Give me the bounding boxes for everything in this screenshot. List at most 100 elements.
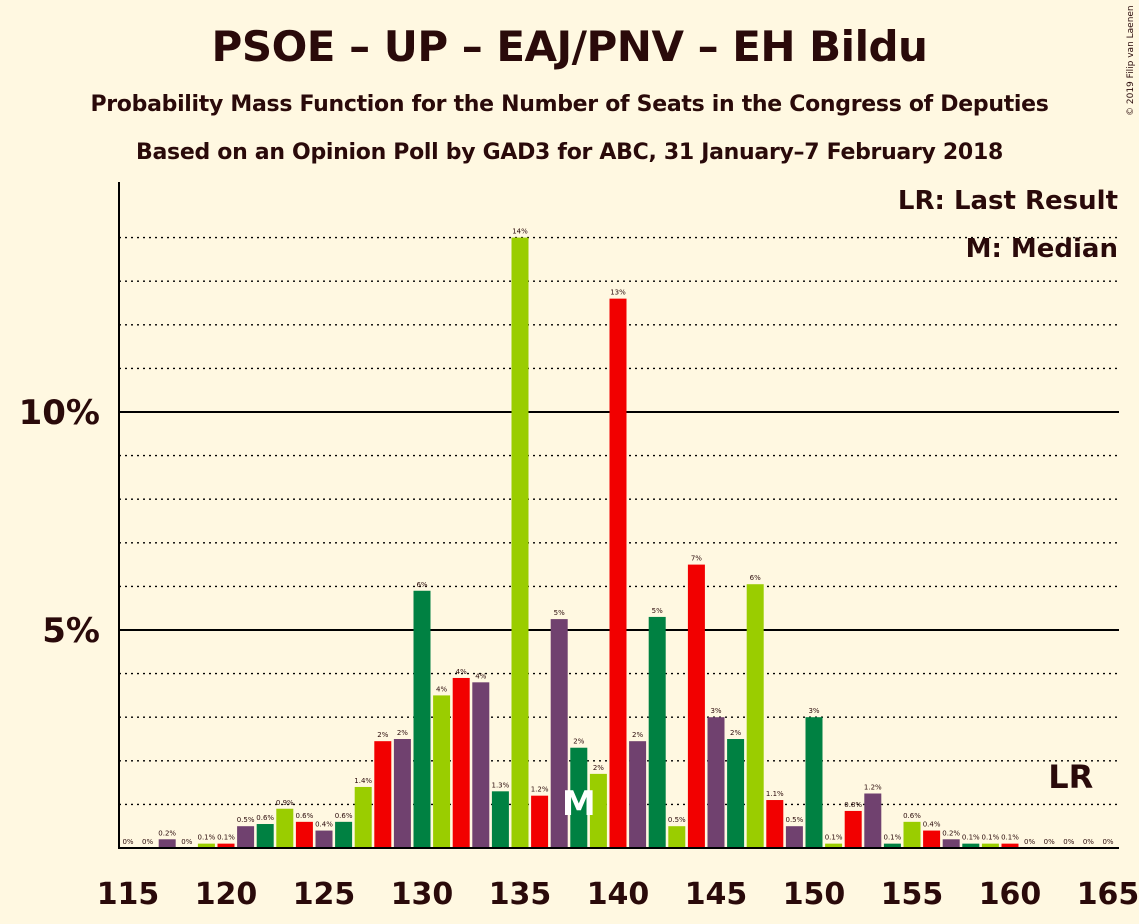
x-tick-label-160: 160	[979, 877, 1042, 912]
bar-label-seat-165: 0%	[1102, 838, 1113, 846]
median-marker: M	[562, 784, 596, 824]
bar-label-seat-147: 6%	[750, 574, 761, 582]
x-tick-label-130: 130	[391, 877, 454, 912]
bar-label-seat-120: 0.1%	[217, 834, 235, 842]
x-tick-label-115: 115	[97, 877, 160, 912]
bar-label-seat-127: 1.4%	[354, 777, 372, 785]
bar-label-seat-131: 4%	[436, 685, 447, 693]
y-tick-labels: 5% 10%	[19, 393, 100, 651]
bar-seat-127	[354, 786, 372, 848]
chart-title: PSOE – UP – EAJ/PNV – EH Bildu	[211, 22, 928, 71]
axes	[118, 182, 1119, 849]
bar-seat-124	[295, 821, 313, 848]
x-tick-label-120: 120	[195, 877, 258, 912]
bar-label-seat-139: 2%	[593, 764, 604, 772]
bar-label-seat-116: 0%	[142, 838, 153, 846]
bar-seat-144	[687, 564, 705, 848]
bar-label-seat-152: 0.8%	[844, 801, 862, 809]
bar-label-seat-135: 14%	[512, 228, 528, 236]
bar-label-seat-141: 2%	[632, 731, 643, 739]
bar-label-seat-119: 0.1%	[198, 834, 216, 842]
bar-label-seat-129: 2%	[397, 729, 408, 737]
last-result-marker: LR	[1048, 758, 1093, 796]
bar-seat-160	[1001, 843, 1019, 848]
x-tick-label-155: 155	[881, 877, 944, 912]
bar-seat-151	[825, 843, 843, 848]
bar-seat-129	[393, 739, 411, 848]
bar-label-seat-132: 4%	[456, 668, 467, 676]
bar-seat-134	[491, 791, 509, 848]
bar-label-seat-123: 0.9%	[276, 799, 294, 807]
bar-label-seat-161: 0%	[1024, 838, 1035, 846]
bar-label-seat-163: 0%	[1063, 838, 1074, 846]
bar-label-seat-122: 0.6%	[256, 814, 274, 822]
bar-label-seat-134: 1.3%	[492, 781, 510, 789]
bar-label-seat-153: 1.2%	[864, 784, 882, 792]
bar-seat-128	[374, 741, 392, 848]
bar-label-seat-146: 2%	[730, 729, 741, 737]
bar-label-seat-160: 0.1%	[1001, 834, 1019, 842]
bar-label-seat-159: 0.1%	[982, 834, 1000, 842]
bar-label-seat-148: 1.1%	[766, 790, 784, 798]
bar-seat-154	[883, 843, 901, 848]
bar-seat-123	[276, 808, 294, 848]
bar-seat-140	[609, 298, 627, 848]
bar-label-seat-164: 0%	[1083, 838, 1094, 846]
bar-seat-119	[197, 843, 215, 848]
x-tick-label-145: 145	[685, 877, 748, 912]
bar-label-seat-124: 0.6%	[296, 812, 314, 820]
bar-label-seat-149: 0.5%	[786, 816, 804, 824]
bar-label-seat-115: 0%	[122, 838, 133, 846]
bar-label-seat-121: 0.5%	[237, 816, 255, 824]
bar-label-seat-158: 0.1%	[962, 834, 980, 842]
bar-seat-158	[962, 843, 980, 848]
bar-label-seat-162: 0%	[1044, 838, 1055, 846]
bar-seat-136	[531, 795, 549, 848]
bar-seat-152	[844, 810, 862, 848]
bar-seat-142	[648, 616, 666, 848]
bar-label-seat-125: 0.4%	[315, 821, 333, 829]
chart-subtitle: Probability Mass Function for the Number…	[90, 92, 1049, 117]
bar-label-seat-144: 7%	[691, 555, 702, 563]
x-tick-label-140: 140	[587, 877, 650, 912]
legend-last-result: LR: Last Result	[898, 186, 1118, 216]
bar-label-seat-145: 3%	[710, 707, 721, 715]
bar-seat-147	[746, 584, 764, 848]
bar-label-seat-154: 0.1%	[884, 834, 902, 842]
markers: M LR	[562, 758, 1093, 824]
bar-seat-133	[472, 682, 490, 848]
bar-label-seat-130: 6%	[416, 581, 427, 589]
bar-seat-122	[256, 824, 274, 848]
bar-seat-131	[433, 695, 451, 848]
bar-label-seat-117: 0.2%	[158, 829, 176, 837]
bar-label-seat-143: 0.5%	[668, 816, 686, 824]
bar-label-seat-126: 0.6%	[335, 812, 353, 820]
bar-seat-126	[335, 821, 353, 848]
bar-label-seat-140: 13%	[610, 289, 626, 297]
bars	[158, 237, 1019, 849]
bar-seat-156	[923, 830, 941, 848]
y-tick-label-10: 10%	[19, 393, 100, 433]
bar-seat-157	[942, 839, 960, 848]
bar-seat-120	[217, 843, 235, 848]
bar-seat-125	[315, 830, 333, 848]
bar-label-seat-138: 2%	[573, 738, 584, 746]
bar-seat-121	[237, 826, 255, 848]
bar-seat-148	[766, 800, 784, 848]
bar-label-seat-151: 0.1%	[825, 834, 843, 842]
bar-label-seat-136: 1.2%	[531, 786, 549, 794]
bar-seat-139	[589, 773, 607, 848]
x-tick-labels: 115 120 125 130 135 140 145 150 155 160 165	[97, 877, 1139, 912]
bar-seat-149	[785, 826, 803, 848]
bar-label-seat-156: 0.4%	[923, 821, 941, 829]
bar-seat-159	[981, 843, 999, 848]
bar-seat-155	[903, 821, 921, 848]
bar-label-seat-137: 5%	[554, 609, 565, 617]
bar-label-seat-133: 4%	[475, 672, 486, 680]
bar-seat-137	[550, 619, 568, 848]
bar-seat-117	[158, 839, 176, 848]
legend: LR: Last Result M: Median	[898, 186, 1118, 264]
bar-seat-130	[413, 590, 431, 848]
bar-seat-132	[452, 677, 470, 848]
